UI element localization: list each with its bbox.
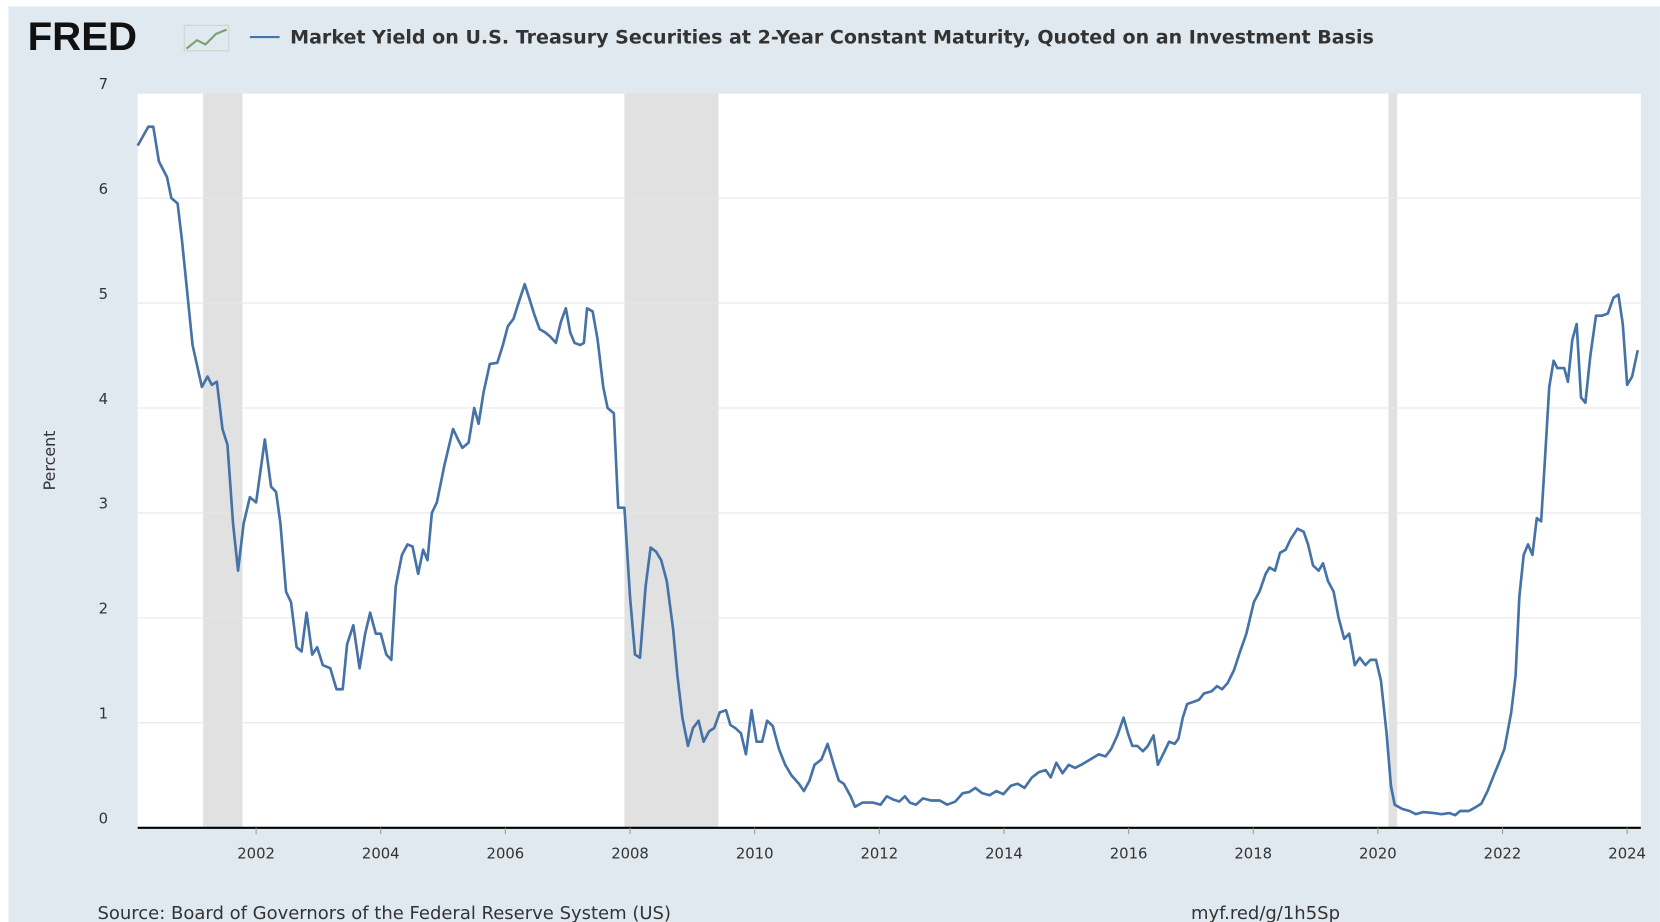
- x-tick-label: 2008: [611, 845, 649, 862]
- plot-area: [137, 93, 1641, 828]
- y-tick-label: 6: [99, 181, 108, 198]
- y-tick-label: 1: [99, 706, 108, 723]
- logo-icon: [183, 24, 230, 52]
- logo: FRED: [28, 14, 137, 59]
- x-tick-label: 2022: [1484, 845, 1522, 862]
- x-tick-label: 2006: [487, 845, 525, 862]
- recession-shade: [203, 93, 243, 828]
- y-tick-label: 4: [99, 391, 108, 408]
- y-axis-label: Percent: [40, 431, 59, 491]
- x-tick-label: 2020: [1359, 845, 1397, 862]
- recession-shade: [624, 93, 719, 828]
- y-tick-label: 0: [99, 811, 108, 828]
- legend-label: Market Yield on U.S. Treasury Securities…: [290, 26, 1374, 48]
- link[interactable]: myf.red/g/1h5Sp: [1191, 903, 1340, 922]
- x-tick-label: 2012: [860, 845, 898, 862]
- y-tick-label: 7: [99, 76, 108, 93]
- y-tick-label: 2: [99, 601, 108, 618]
- x-tick-label: 2024: [1608, 845, 1646, 862]
- series-line: [136, 125, 1640, 817]
- x-tick-label: 2002: [237, 845, 275, 862]
- recession-shade: [1388, 93, 1398, 828]
- y-tick-label: 5: [99, 286, 108, 303]
- x-tick-label: 2004: [362, 845, 400, 862]
- source: Source: Board of Governors of the Federa…: [97, 903, 671, 922]
- y-tick-label: 3: [99, 496, 108, 513]
- x-tick-label: 2010: [736, 845, 774, 862]
- x-tick-label: 2016: [1110, 845, 1148, 862]
- x-tick-label: 2014: [985, 845, 1023, 862]
- x-tick-label: 2018: [1234, 845, 1272, 862]
